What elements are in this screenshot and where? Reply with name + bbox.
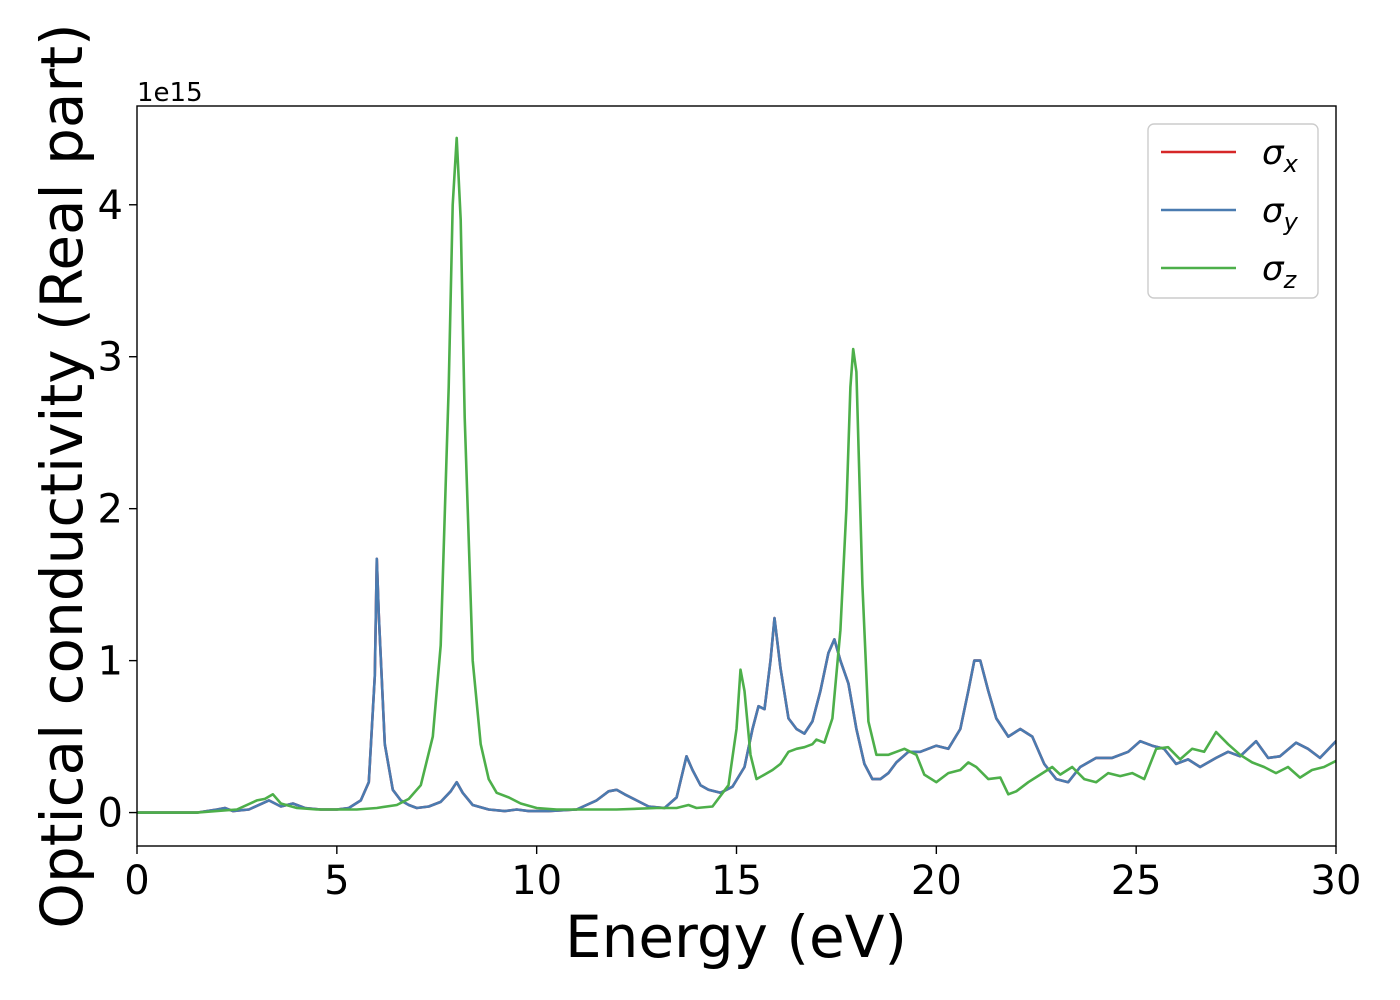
x-tick-label: 0	[124, 858, 149, 904]
legend-label-x: σx	[1262, 133, 1299, 178]
y-tick-label: 4	[98, 183, 123, 229]
x-tick-label: 5	[324, 858, 349, 904]
y-tick-label: 2	[98, 487, 123, 533]
x-axis-ticks: 0 5 10 15 20 25 30	[124, 846, 1361, 904]
series-layer	[137, 136, 1336, 814]
y-axis-title: Optical conductivity (Real part)	[28, 23, 96, 928]
y-offset-label: 1e15	[137, 78, 203, 108]
y-axis-ticks: 0 1 2 3 4	[98, 183, 137, 837]
x-tick-label: 25	[1111, 858, 1162, 904]
legend-label-y: σy	[1262, 191, 1299, 236]
x-axis-title: Energy (eV)	[565, 903, 907, 971]
legend-label-z: σz	[1262, 249, 1298, 294]
x-tick-label: 15	[711, 858, 762, 904]
y-tick-label: 3	[98, 335, 123, 381]
series-line-y	[137, 557, 1336, 814]
x-tick-label: 20	[911, 858, 962, 904]
y-tick-label: 0	[98, 791, 123, 837]
y-tick-label: 1	[98, 639, 123, 685]
x-tick-label: 30	[1311, 858, 1362, 904]
legend: σx σy σz	[1147, 123, 1319, 299]
x-tick-label: 10	[511, 858, 562, 904]
series-line-z	[137, 136, 1336, 814]
